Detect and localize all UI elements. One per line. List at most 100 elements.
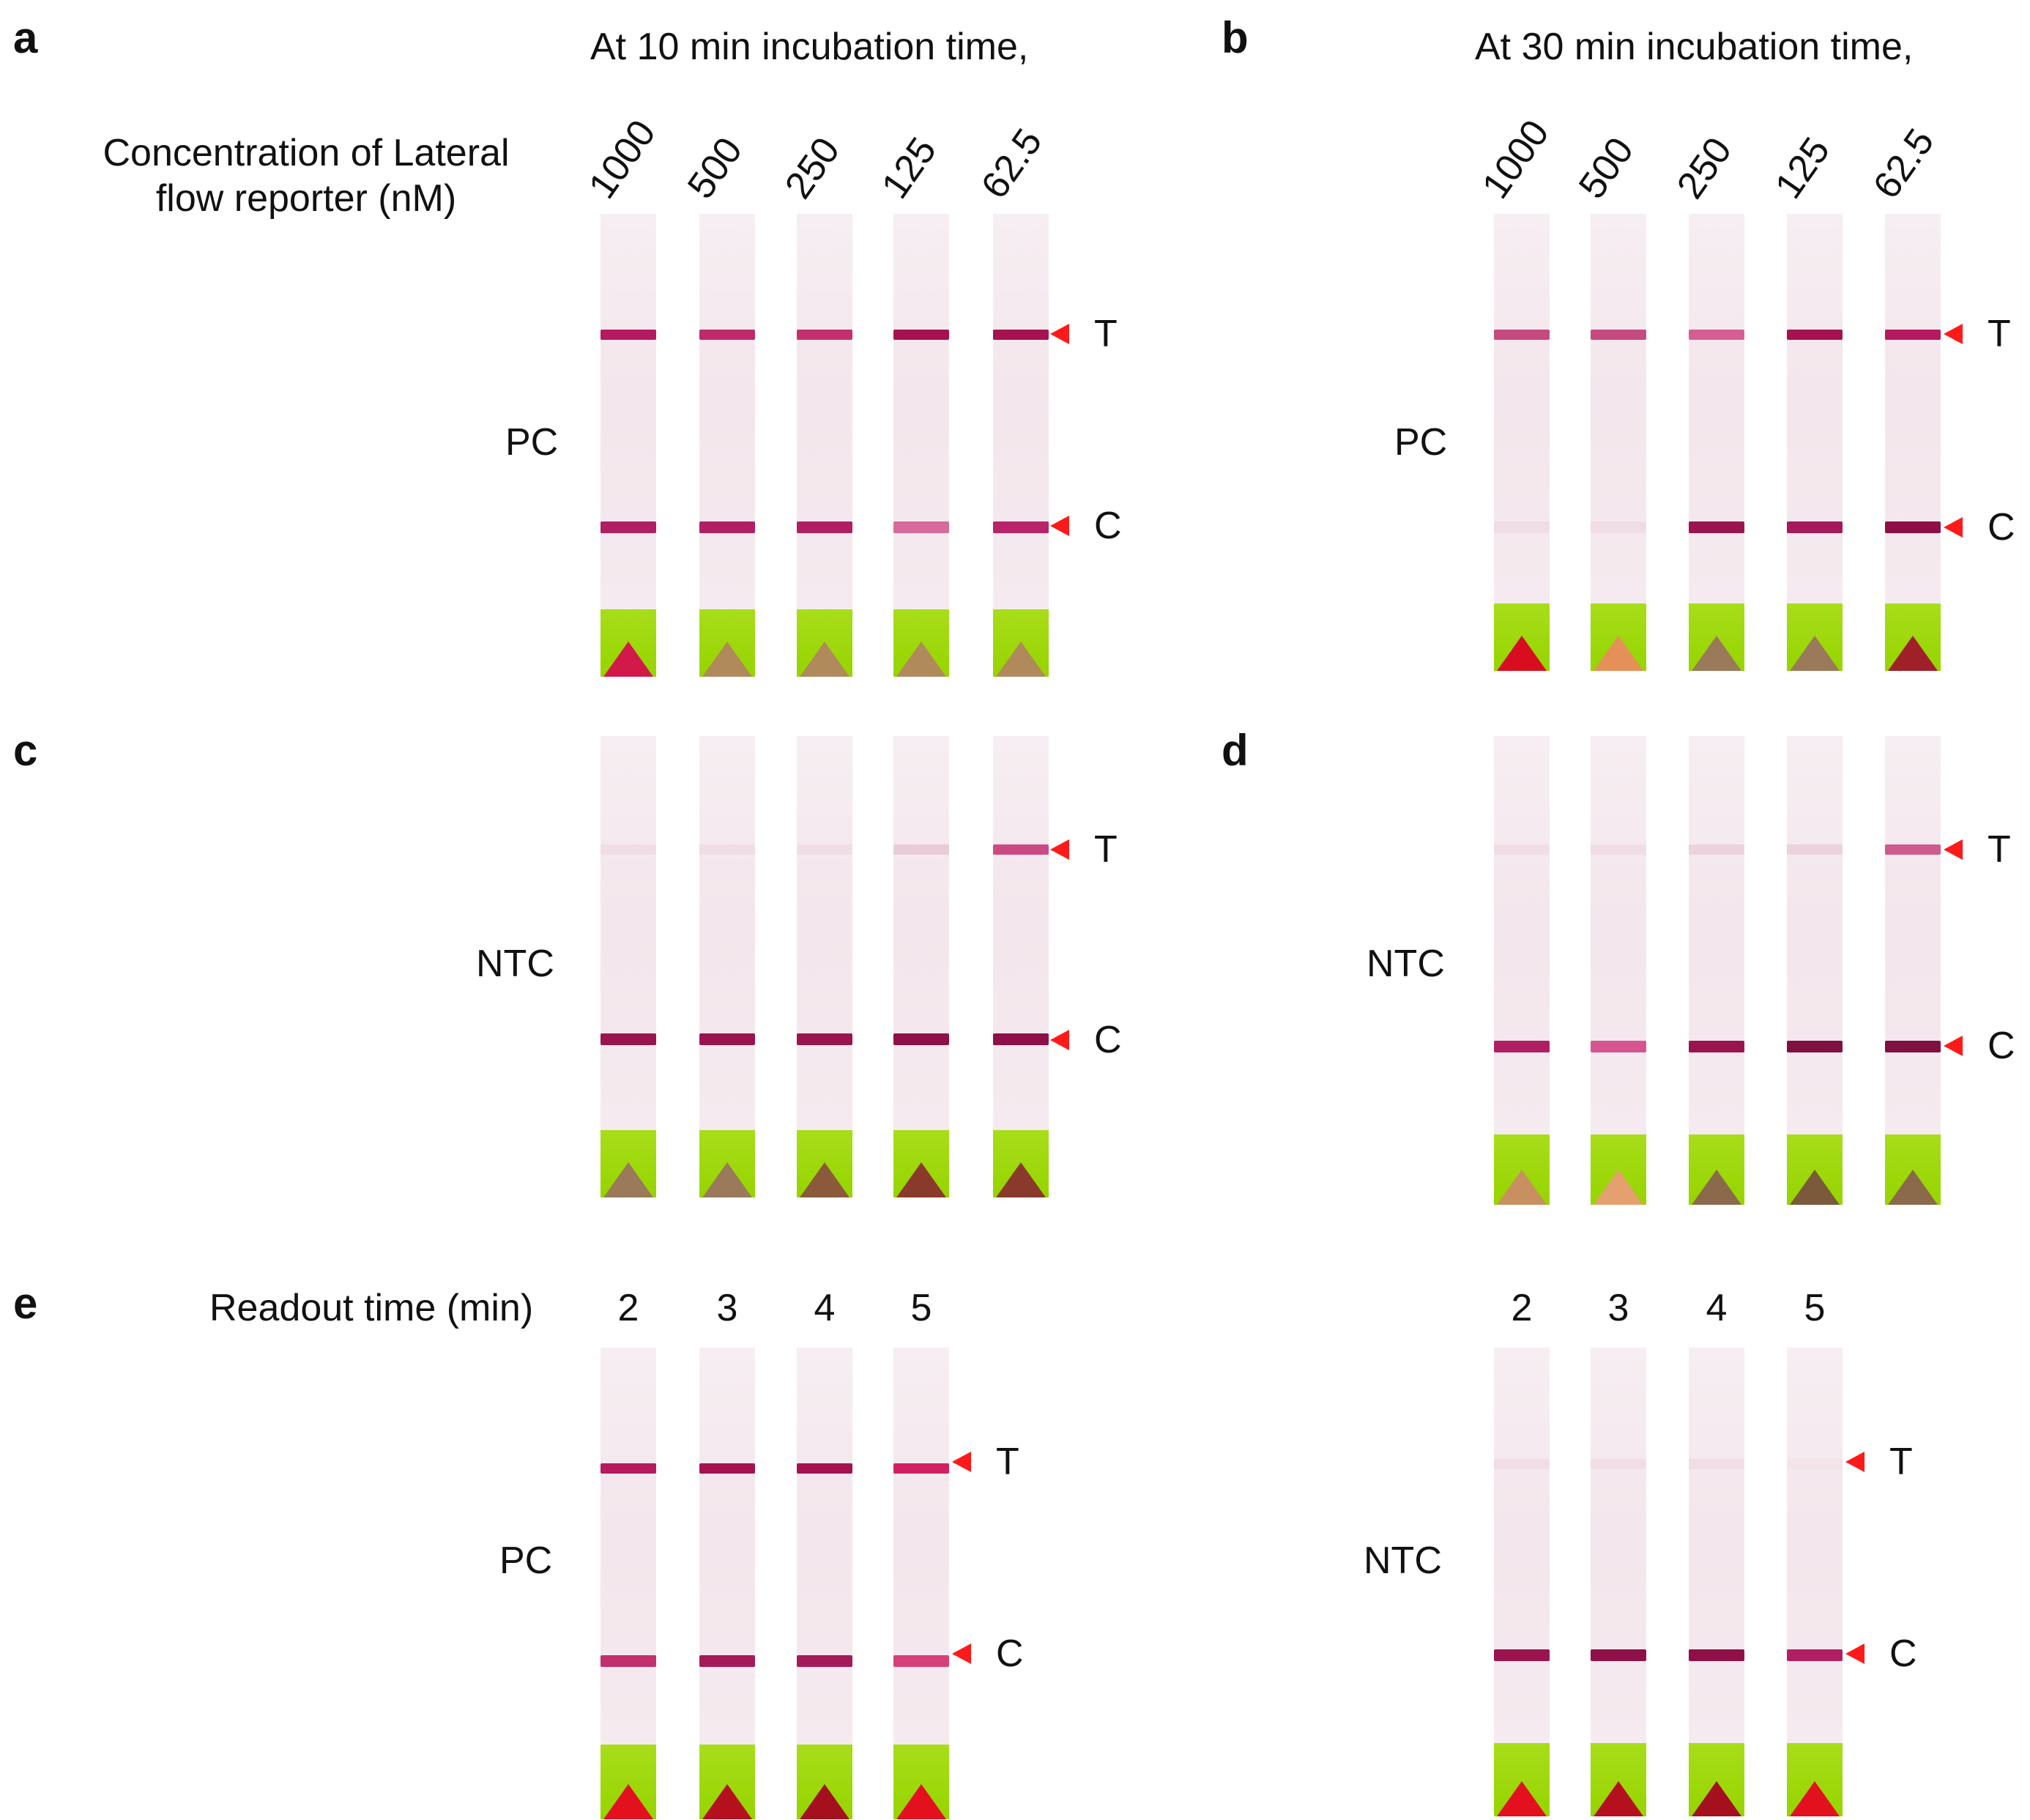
strip-c-3	[893, 736, 949, 1197]
pad-notch-icon	[603, 1162, 653, 1197]
strip-b-0	[1494, 214, 1550, 671]
concentration-label-a-0: 1000	[580, 112, 664, 207]
test-band	[1689, 330, 1744, 340]
pad-notch-icon	[1497, 1170, 1547, 1205]
strip-a-1	[699, 214, 755, 677]
pad-notch-icon	[1790, 636, 1840, 671]
marker-b-c-label: C	[1988, 506, 2015, 549]
control-band	[1591, 521, 1646, 533]
panel-letter-a: a	[13, 13, 38, 62]
strip-a-4	[993, 214, 1049, 677]
control-band	[1494, 521, 1550, 533]
concentration-label-a-1: 500	[679, 130, 751, 207]
pad-notch-icon	[1692, 1781, 1741, 1816]
strip-b-3	[1787, 214, 1843, 671]
panel-letter-c: c	[13, 726, 38, 775]
marker-e-pc-t-label: T	[996, 1441, 1019, 1483]
pad-notch-icon	[603, 642, 653, 677]
test-band	[797, 1463, 852, 1474]
panel-letter-b: b	[1222, 13, 1249, 62]
test-band	[993, 844, 1049, 855]
test-band	[1689, 844, 1744, 855]
strip-d-4	[1885, 736, 1941, 1205]
test-band	[1885, 844, 1941, 855]
pad-notch-icon	[1692, 636, 1741, 671]
test-band	[1787, 1459, 1843, 1469]
readout-label: Readout time (min)	[209, 1287, 534, 1329]
control-band	[1885, 1041, 1941, 1052]
caption-panel-a: At 10 min incubation time,	[590, 26, 1029, 68]
test-band	[1689, 1459, 1744, 1469]
pad-notch-icon	[896, 1784, 946, 1819]
strip-a-0	[601, 214, 656, 677]
control-band	[1787, 521, 1843, 533]
readout-time-left-1: 3	[716, 1287, 738, 1329]
control-band	[1787, 1649, 1843, 1661]
strip-e_ntc-2	[1689, 1348, 1744, 1816]
concentration-label-b-3: 125	[1766, 130, 1839, 207]
pad-notch-icon	[702, 1784, 752, 1819]
marker-d-t-arrow	[1944, 839, 1963, 860]
control-band	[699, 1033, 755, 1045]
marker-d-c-label: C	[1988, 1025, 2015, 1067]
concentration-label-a-3: 125	[873, 130, 945, 207]
test-band	[699, 1463, 755, 1474]
test-band	[1494, 330, 1550, 340]
strip-c-4	[993, 736, 1049, 1197]
test-band	[601, 1463, 656, 1474]
marker-a-t-arrow	[1050, 324, 1069, 344]
concentration-label-a-2: 250	[776, 130, 849, 207]
readout-time-left-2: 4	[814, 1287, 836, 1329]
concentration-label: Concentration of Lateral flow reporter (…	[103, 132, 510, 220]
marker-e-pc-c-arrow	[952, 1643, 971, 1664]
test-band	[1494, 844, 1550, 855]
test-band	[893, 1463, 949, 1474]
control-band	[893, 1655, 949, 1667]
pad-notch-icon	[1888, 1170, 1938, 1205]
marker-e-ntc-t-arrow	[1845, 1452, 1864, 1472]
test-band	[1591, 330, 1646, 340]
strip-d-2	[1689, 736, 1744, 1205]
control-band	[993, 1033, 1049, 1045]
strip-e_pc-3	[893, 1348, 949, 1819]
readout-time-right-0: 2	[1511, 1287, 1533, 1329]
control-band	[1591, 1041, 1646, 1052]
pad-notch-icon	[1594, 1781, 1643, 1816]
strip-c-1	[699, 736, 755, 1197]
pad-notch-icon	[1594, 1170, 1643, 1205]
marker-b-t-arrow	[1944, 324, 1963, 344]
test-band	[699, 330, 755, 340]
pad-notch-icon	[896, 1162, 946, 1197]
pad-notch-icon	[1497, 1781, 1547, 1816]
strip-e_pc-2	[797, 1348, 852, 1819]
concentration-label-b-1: 500	[1570, 130, 1643, 207]
test-band	[893, 844, 949, 855]
control-band	[601, 1655, 656, 1667]
readout-time-right-1: 3	[1607, 1287, 1629, 1329]
pad-notch-icon	[996, 1162, 1046, 1197]
strip-e_pc-1	[699, 1348, 755, 1819]
concentration-label-a-4: 62.5	[973, 121, 1051, 207]
control-band	[699, 1655, 755, 1667]
pad-notch-icon	[603, 1784, 653, 1819]
marker-e-ntc-c-label: C	[1889, 1633, 1917, 1675]
marker-d-c-arrow	[1944, 1036, 1963, 1056]
control-band	[1494, 1041, 1550, 1052]
control-band	[1494, 1649, 1550, 1661]
test-band	[601, 330, 656, 340]
pad-notch-icon	[800, 1162, 849, 1197]
strip-a-2	[797, 214, 852, 677]
test-band	[601, 844, 656, 855]
marker-a-c-arrow	[1050, 516, 1069, 536]
row-label-ntc-c: NTC	[476, 943, 554, 985]
control-band	[893, 521, 949, 533]
marker-a-t-label: T	[1094, 313, 1118, 355]
pad-notch-icon	[1497, 636, 1547, 671]
control-band	[1689, 521, 1744, 533]
marker-c-c-arrow	[1050, 1030, 1069, 1050]
strip-d-3	[1787, 736, 1843, 1205]
row-label-pc-e: PC	[499, 1539, 553, 1582]
control-band	[993, 521, 1049, 533]
pad-notch-icon	[1790, 1781, 1840, 1816]
readout-time-right-3: 5	[1804, 1287, 1826, 1329]
